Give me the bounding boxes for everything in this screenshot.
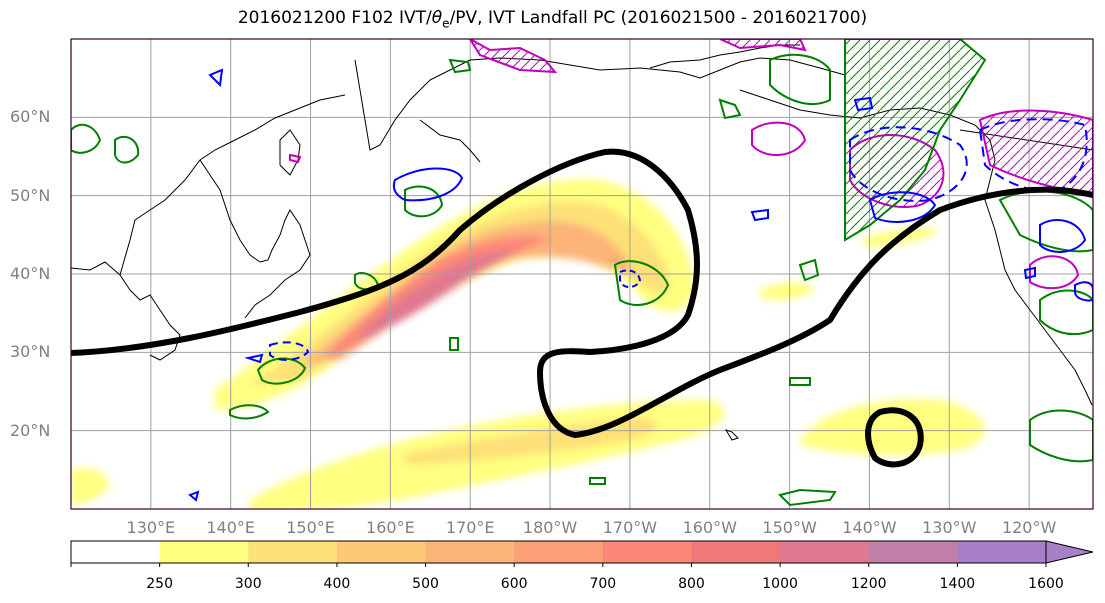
longitude-label: 140°E [206,518,256,537]
pv-negative-contours [188,68,1093,502]
longitude-label: 150°E [286,518,335,537]
colorbar-tick-label: 800 [678,576,705,592]
colorbar [70,540,1094,567]
longitude-label: 130°W [922,518,977,537]
colorbar-segment [602,541,692,563]
longitude-label: 160°W [682,518,737,537]
colorbar-tick-label: 700 [589,576,617,592]
longitude-label: 160°E [366,518,415,537]
colorbar-tick-label: 1200 [850,576,887,592]
longitude-label: 140°W [842,518,897,537]
longitude-label: 150°W [762,518,817,537]
longitude-label: 170°E [445,518,495,537]
figure-title: 2016021200 F102 IVT/θe/PV, IVT Landfall … [237,8,868,31]
colorbar-tick-label: 300 [234,576,262,592]
colorbar-tick-label: 250 [146,576,173,592]
map-frame [70,38,1094,510]
colorbar-outline [70,540,1046,564]
latitude-label: 30°N [10,342,51,362]
colorbar-segment [780,541,870,563]
colorbar-segment [336,541,427,563]
latitude-label: 50°N [10,185,51,205]
colorbar-segment [868,541,958,563]
colorbar-tick-label: 400 [323,576,351,592]
colorbar-segment [425,541,515,563]
colorbar-segment [248,541,338,563]
ivt-landfall-pc-contour [71,148,1093,468]
longitude-label: 120°W [1001,518,1057,537]
longitude-label: 180°W [522,518,578,537]
colorbar-tick-label: 1400 [939,576,976,592]
latitude-label: 60°N [10,107,51,127]
colorbar-tick-label: 1000 [762,576,798,592]
colorbar-tick-label: 500 [412,576,439,592]
colorbar-extend-arrow [1045,540,1094,564]
longitude-label: 130°E [126,518,176,537]
colorbar-segment [159,541,249,563]
colorbar-tick-label: 1600 [1028,576,1064,592]
latitude-label: 40°N [10,264,51,283]
longitude-label: 170°W [602,518,658,537]
colorbar-segment [71,541,161,563]
colorbar-segment [691,541,781,563]
theta-e-contours [71,39,1093,507]
colorbar-segment [957,541,1047,563]
colorbar-segment [514,541,604,563]
latitude-label: 20°N [10,420,51,440]
colorbar-tick-label: 600 [500,576,528,592]
